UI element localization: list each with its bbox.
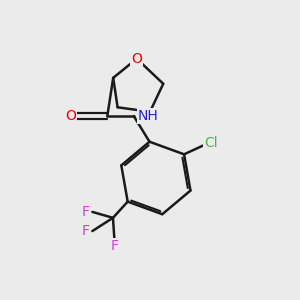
Text: F: F xyxy=(82,205,90,219)
Text: F: F xyxy=(110,239,118,254)
Text: F: F xyxy=(82,224,90,238)
Text: O: O xyxy=(131,52,142,66)
Text: Cl: Cl xyxy=(204,136,218,150)
Text: O: O xyxy=(66,109,76,123)
Text: NH: NH xyxy=(138,109,158,123)
